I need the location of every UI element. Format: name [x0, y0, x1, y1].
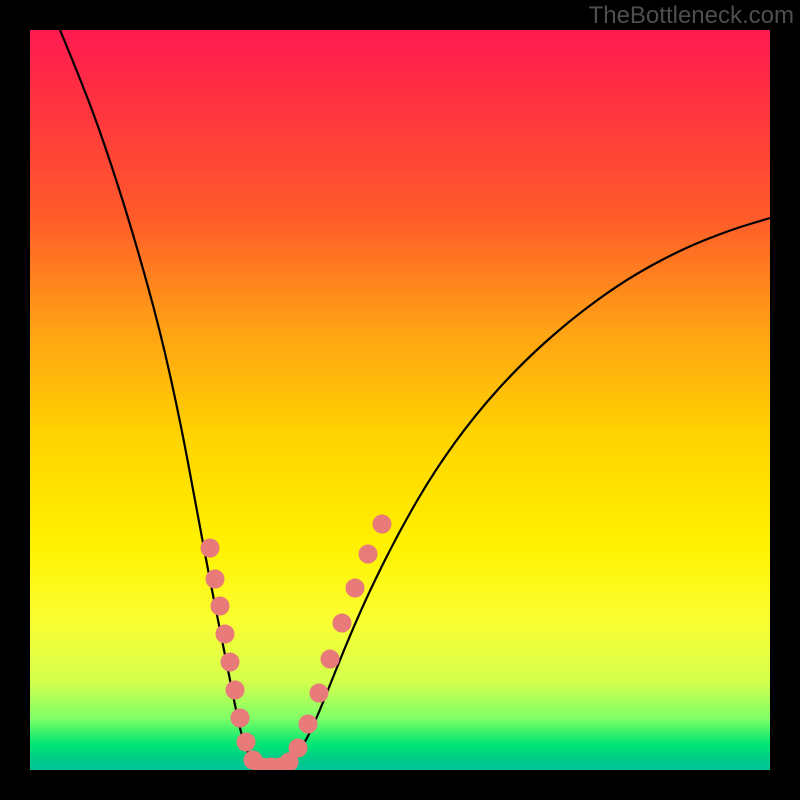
marker-dot — [206, 570, 224, 588]
marker-dot — [359, 545, 377, 563]
gradient-background — [30, 30, 770, 770]
chart-container: TheBottleneck.com — [0, 0, 800, 800]
marker-dot — [231, 709, 249, 727]
marker-dot — [211, 597, 229, 615]
marker-dot — [373, 515, 391, 533]
marker-dot — [201, 539, 219, 557]
plot-area — [30, 30, 770, 770]
marker-dot — [221, 653, 239, 671]
watermark-text: TheBottleneck.com — [589, 2, 794, 30]
marker-dot — [321, 650, 339, 668]
chart-svg — [30, 30, 770, 770]
marker-dot — [333, 614, 351, 632]
marker-dot — [237, 733, 255, 751]
marker-dot — [216, 625, 234, 643]
marker-dot — [346, 579, 364, 597]
marker-dot — [310, 684, 328, 702]
marker-dot — [289, 739, 307, 757]
marker-dot — [226, 681, 244, 699]
marker-dot — [299, 715, 317, 733]
